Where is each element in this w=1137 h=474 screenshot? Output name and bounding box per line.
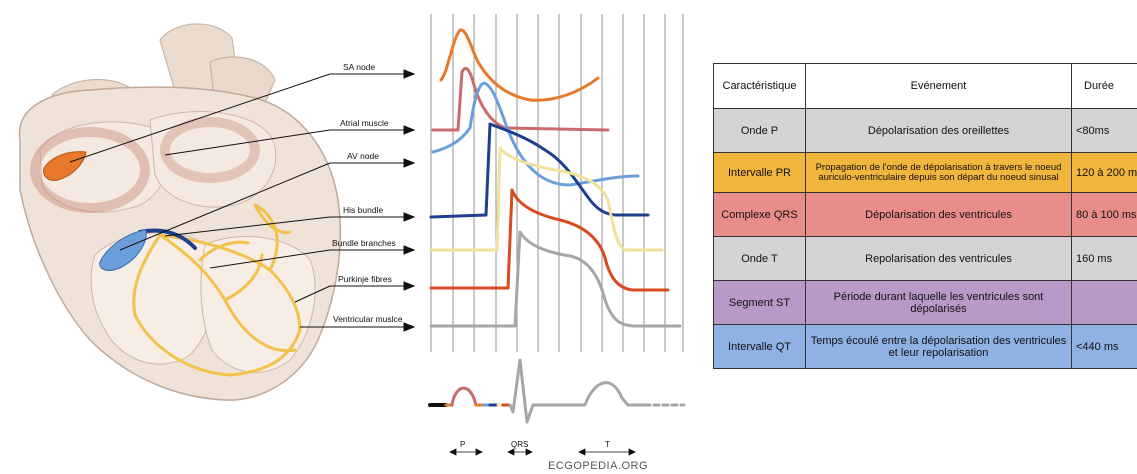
row-event: Propagation de l'onde de dépolarisation … [805, 152, 1072, 193]
row-event: Période durant laquelle les ventricules … [805, 280, 1072, 325]
label-av-node: AV node [347, 151, 379, 161]
ecg-trace [428, 358, 686, 424]
header-event: Evénement [805, 63, 1072, 109]
row-duration: 80 à 100 ms [1071, 192, 1137, 237]
heart-labels: SA node Atrial muscle AV node His bundle… [332, 62, 403, 324]
row-name: Segment ST [713, 280, 806, 325]
row-name: Onde T [713, 236, 806, 281]
trace-atrial-muscle [431, 67, 610, 132]
header-duration: Durée [1071, 63, 1137, 109]
table-row: Intervalle PR Propagation de l'onde de d… [713, 152, 1137, 193]
label-purkinje-fibres: Purkinje fibres [338, 274, 392, 284]
row-name: Intervalle QT [713, 324, 806, 369]
label-bundle-branches: Bundle branches [332, 238, 396, 248]
label-his-bundle: His bundle [343, 205, 383, 215]
trace-sa-node [439, 28, 600, 102]
table-row: Intervalle QT Temps écoulé entre la dépo… [713, 324, 1137, 369]
trace-av-node [431, 81, 640, 187]
table-row: Segment ST Période durant laquelle les v… [713, 280, 1137, 325]
row-duration: 160 ms [1071, 236, 1137, 281]
label-leaders [69, 69, 416, 332]
label-sa-node: SA node [343, 62, 375, 72]
row-name: Onde P [713, 108, 806, 153]
row-duration: <440 ms [1071, 324, 1137, 369]
trace-ventricular-muscle [429, 230, 682, 328]
row-event: Dépolarisation des oreillettes [805, 108, 1072, 153]
row-event: Temps écoulé entre la dépolarisation des… [805, 324, 1072, 369]
ecg-interval-markers [449, 448, 636, 456]
label-atrial-muscle: Atrial muscle [340, 118, 389, 128]
table-row: Onde T Repolarisation des ventricules 16… [713, 236, 1137, 281]
table-row: Complexe QRS Dépolarisation des ventricu… [713, 192, 1137, 237]
row-duration: 120 à 200 ms [1071, 152, 1137, 193]
ecg-label-t: T [605, 440, 610, 449]
brand-watermark: ECGOPEDIA.ORG [548, 460, 648, 472]
row-duration: <80ms [1071, 108, 1137, 153]
row-event: Repolarisation des ventricules [805, 236, 1072, 281]
header-characteristic: Caractéristique [713, 63, 806, 109]
heart-illustration [18, 23, 342, 401]
table-header-row: Caractéristique Evénement Durée [713, 63, 1137, 109]
row-name: Intervalle PR [713, 152, 806, 193]
table-row: Onde P Dépolarisation des oreillettes <8… [713, 108, 1137, 153]
ecg-label-p: P [460, 440, 465, 449]
label-ventricular-muscle: Ventricular muslce [333, 314, 403, 324]
row-event: Dépolarisation des ventricules [805, 192, 1072, 237]
row-name: Complexe QRS [713, 192, 806, 237]
trace-bundle-branches [429, 146, 664, 252]
ecg-label-qrs: QRS [511, 440, 528, 449]
trace-his-bundle [429, 122, 650, 219]
row-duration [1071, 280, 1137, 325]
ecg-intervals-table: Caractéristique Evénement Durée Onde P D… [713, 63, 1137, 369]
trace-purkinje [429, 188, 670, 292]
action-potentials [429, 28, 682, 328]
